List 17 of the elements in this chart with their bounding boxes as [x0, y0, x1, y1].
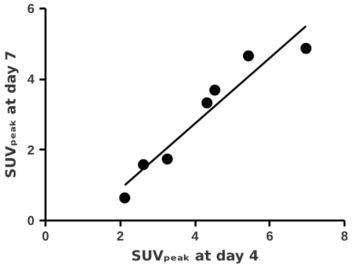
point	[300, 42, 312, 54]
y-tick-label: 6	[27, 1, 35, 16]
x-tick-label: 0	[42, 228, 50, 244]
point	[201, 97, 212, 108]
y-axis-title: SUVₚₑₐₖ at day 7	[3, 50, 20, 178]
point	[209, 84, 220, 96]
y-tick-label: 0	[27, 213, 35, 228]
point	[242, 50, 254, 62]
x-tick-label: 8	[340, 228, 348, 244]
x-tick-label: 2	[116, 228, 124, 244]
x-tick-label: 4	[191, 228, 200, 244]
x-axis-title: SUVₚₑₐₖ at day 4	[131, 248, 260, 264]
y-tick-label: 4	[27, 72, 36, 87]
y-tick-label: 2	[27, 142, 35, 158]
x-tick-label: 6	[266, 228, 274, 244]
point	[162, 154, 173, 165]
point	[119, 192, 130, 204]
